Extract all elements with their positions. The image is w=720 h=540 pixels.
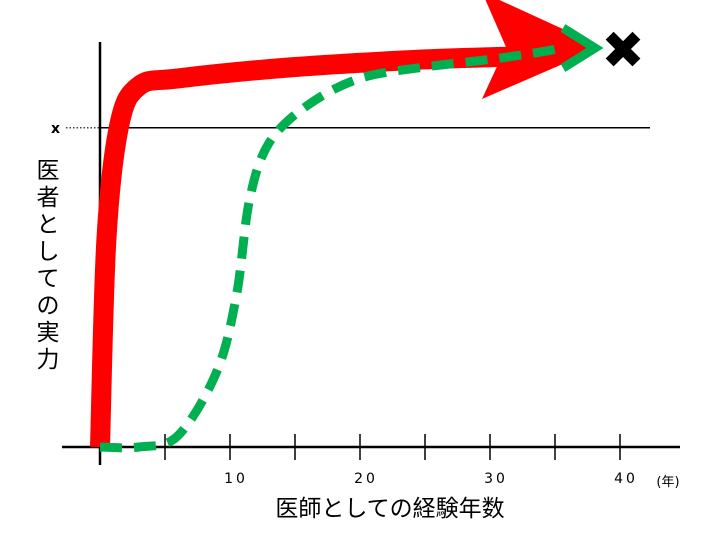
axes xyxy=(62,42,680,465)
series-layer: ✖ xyxy=(90,0,645,453)
x-tick-label-30: 30 xyxy=(484,471,508,487)
x-tick-label-10: 10 xyxy=(224,471,248,487)
x-axis-unit: (年) xyxy=(656,475,679,490)
x-axis-label: 医師としての経験年数 xyxy=(275,496,504,522)
x-level-marker-label: x xyxy=(51,121,60,137)
green-dashed-curve xyxy=(99,43,562,453)
x-tick-label-40: 40 xyxy=(614,471,638,487)
x-level-line-group: x xyxy=(51,121,650,137)
x-tick-label-20: 20 xyxy=(354,471,378,487)
green-end-cross-marker: ✖ xyxy=(601,21,645,81)
y-axis-label: 医者としての実力 xyxy=(37,158,60,373)
red-curve-line xyxy=(90,40,549,448)
x-axis-tick-labels: 10 20 30 40 xyxy=(224,471,638,487)
x-axis-ticks xyxy=(164,434,621,460)
green-arrowhead xyxy=(560,24,604,72)
